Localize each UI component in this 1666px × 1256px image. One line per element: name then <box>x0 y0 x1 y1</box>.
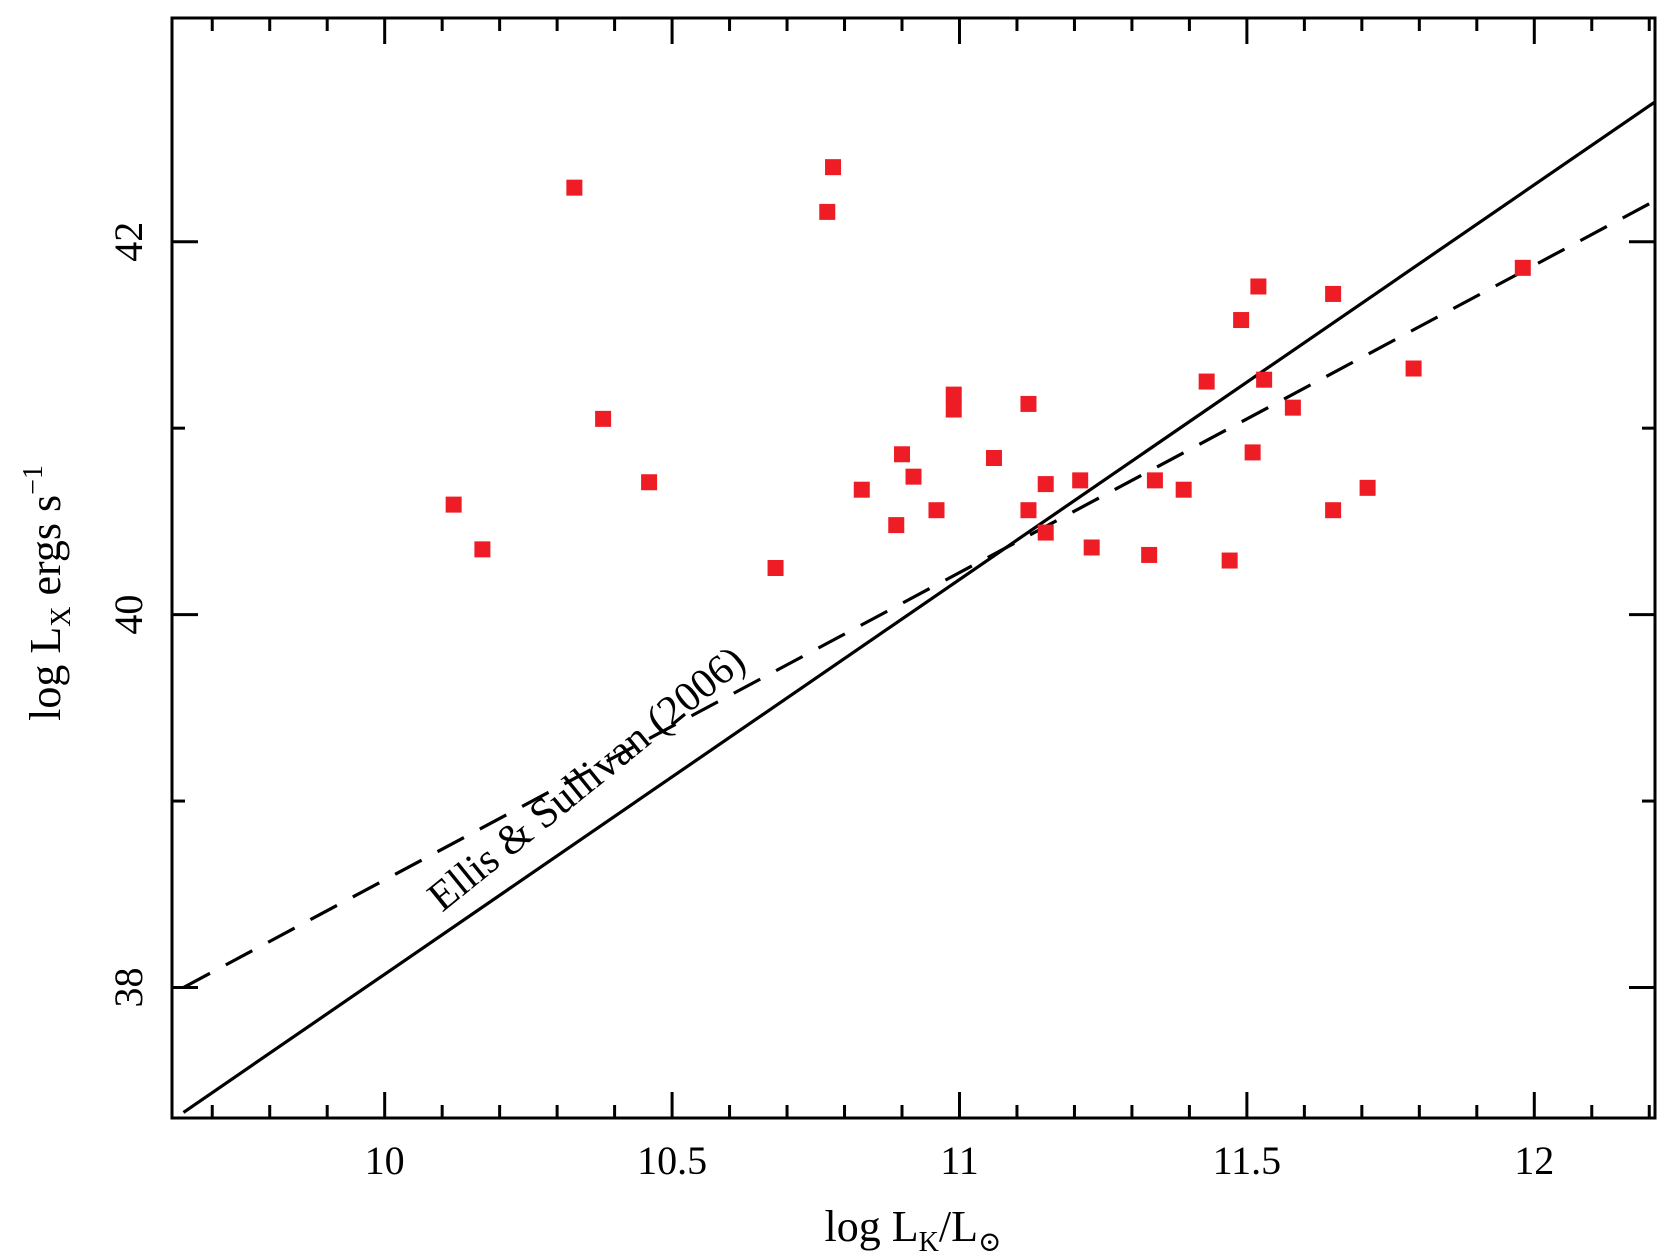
x-tick-label: 10.5 <box>637 1138 707 1183</box>
data-point <box>819 203 836 220</box>
data-point <box>1198 373 1215 390</box>
data-point <box>1020 395 1037 412</box>
data-point <box>1514 259 1531 276</box>
data-point <box>1359 479 1376 496</box>
data-point <box>1244 444 1261 461</box>
x-tick-label: 11.5 <box>1213 1138 1282 1183</box>
ellis-sullivan-dashed-line <box>182 199 1656 989</box>
data-point <box>928 502 945 519</box>
data-point <box>1284 399 1301 416</box>
data-point <box>888 517 905 534</box>
data-point <box>566 179 583 196</box>
data-point <box>595 410 612 427</box>
y-axis-title-main: log L <box>21 627 70 721</box>
y-tick-label: 38 <box>106 967 151 1007</box>
tick-labels: 10 10.5 11 11.5 12 38 40 42 <box>106 222 1554 1183</box>
x-tick-label: 10 <box>365 1138 405 1183</box>
y-axis-title-sup: −1 <box>18 465 49 495</box>
data-point <box>767 560 784 576</box>
fit-lines <box>182 100 1656 1114</box>
data-point <box>1256 371 1273 388</box>
ellis-sullivan-annotation: Ellis & Sullivan (2006) <box>420 638 754 921</box>
x-tick-label: 12 <box>1514 1138 1554 1183</box>
axis-ticks <box>172 18 1655 1118</box>
data-point <box>894 446 911 463</box>
x-axis-title-tail: /L <box>939 1202 978 1251</box>
y-axis-title-tail: ergs s <box>21 495 70 607</box>
data-point <box>1141 546 1158 563</box>
data-point <box>1250 278 1267 295</box>
data-point <box>853 481 870 498</box>
data-point <box>1325 502 1342 519</box>
x-axis-title-sub: K <box>919 1227 939 1256</box>
data-point <box>1221 552 1238 569</box>
data-point <box>474 541 491 558</box>
y-axis-title: log LX ergs s−1 <box>18 465 77 721</box>
data-point <box>1146 472 1163 489</box>
best-fit-solid-line <box>182 100 1656 1114</box>
x-axis-title-main: log L <box>825 1202 919 1251</box>
y-tick-label: 40 <box>106 595 151 635</box>
data-point <box>945 386 962 403</box>
x-tick-label: 11 <box>940 1138 979 1183</box>
data-point <box>1072 472 1089 489</box>
data-point <box>1037 476 1054 493</box>
data-point <box>905 468 922 485</box>
data-point <box>1405 360 1422 377</box>
data-point <box>641 474 658 491</box>
data-point <box>945 401 962 418</box>
plot-frame <box>170 16 1657 1120</box>
data-point <box>445 496 462 513</box>
x-axis-title: log LK/L⊙ <box>825 1202 1002 1256</box>
y-axis-title-sub: X <box>46 607 77 627</box>
data-point <box>825 159 842 176</box>
y-tick-label: 42 <box>106 222 151 262</box>
data-point <box>1083 539 1100 556</box>
x-axis-title-sun-symbol: ⊙ <box>978 1227 1001 1256</box>
data-point <box>985 450 1002 466</box>
data-points <box>445 159 1531 576</box>
data-point <box>1325 285 1342 302</box>
data-point <box>1233 312 1250 329</box>
data-point <box>1175 481 1192 498</box>
data-point <box>1037 524 1054 541</box>
data-point <box>1020 502 1037 519</box>
